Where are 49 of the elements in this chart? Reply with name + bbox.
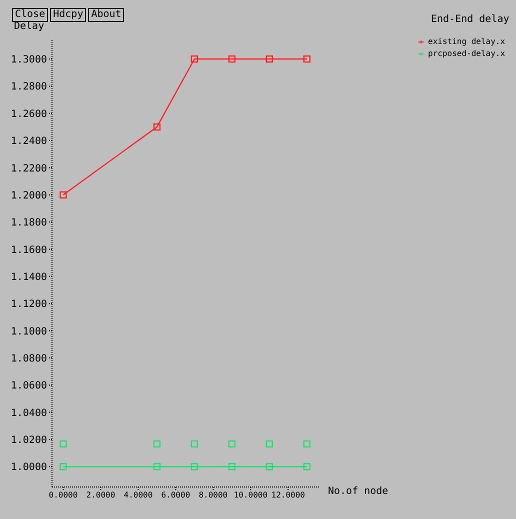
y-tick-label: 1.1600: [10, 244, 47, 256]
x-tick-label: 8.0000: [198, 490, 228, 500]
point: [153, 440, 161, 448]
y-tick-label: 1.0400: [10, 408, 47, 419]
y-tick-label: 1.2000: [10, 190, 47, 202]
text: End-End delay: [431, 14, 510, 25]
y-tick-label: 1.3000: [10, 54, 47, 66]
point: [153, 463, 161, 470]
y-tick-label: 1.2800: [10, 82, 47, 93]
x-tick-label: 12.0000: [271, 490, 306, 500]
button[interactable]: Hdcpy: [50, 8, 86, 22]
point: [303, 55, 310, 63]
y-tick-label: 1.0000: [10, 462, 47, 474]
button[interactable]: About: [88, 8, 124, 22]
point: [60, 191, 67, 198]
y-tick-label: 1.2200: [10, 163, 47, 174]
y-tick-label: 1.0600: [10, 380, 47, 392]
x-axis-title: No.of node: [328, 486, 388, 497]
point: [228, 463, 236, 470]
legend-label: prcposed-delay.x: [428, 49, 506, 58]
y-tick-label: 1.0200: [10, 434, 47, 446]
y-tick-label: 1.0800: [10, 353, 47, 364]
point: [60, 440, 67, 448]
point: [153, 123, 161, 131]
point: [266, 463, 273, 470]
y-tick-label: 1.2600: [10, 108, 47, 120]
button[interactable]: Close: [12, 8, 48, 22]
x-tick-label: 0.0000: [48, 490, 78, 500]
y-tick-label: 1.2400: [10, 136, 47, 148]
legend-label: existing delay.x: [428, 37, 506, 46]
point: [303, 440, 310, 448]
y-tick-label: 1.1200: [10, 299, 47, 310]
point: [228, 440, 236, 448]
point: [190, 55, 198, 63]
y-tick-label: 1.1800: [10, 218, 47, 229]
y-tick-label: 1.1000: [10, 326, 47, 338]
point: [266, 440, 273, 448]
point: [190, 463, 198, 470]
point: [228, 55, 236, 63]
point: [60, 463, 67, 470]
x-tick-label: 4.0000: [124, 490, 153, 500]
point: [303, 463, 310, 470]
y-axis-title: Delay: [14, 21, 44, 32]
point: [266, 55, 273, 63]
y-tick-label: 1.1400: [10, 272, 47, 283]
x-tick-label: 2.0000: [86, 490, 116, 500]
x-tick-label: 10.0000: [234, 490, 268, 500]
point: [190, 440, 198, 448]
x-tick-label: 6.0000: [161, 490, 190, 500]
